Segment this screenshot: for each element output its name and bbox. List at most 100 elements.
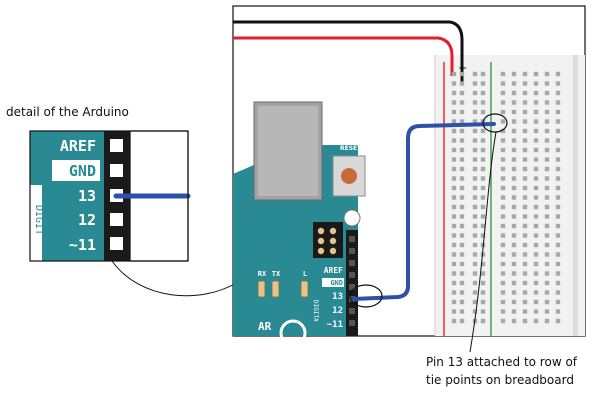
tie-point-hole (480, 271, 486, 276)
tie-point-hole (500, 90, 506, 96)
tie-point-hole (451, 166, 457, 172)
tie-point-hole (533, 318, 539, 324)
tie-point-hole (480, 233, 486, 238)
tie-point-hole (533, 119, 539, 124)
tie-point-hole (533, 109, 539, 115)
icsp-pin (317, 247, 325, 255)
tie-point-hole (533, 185, 539, 191)
detail-pin-hole (110, 237, 123, 250)
tie-point-hole (451, 252, 457, 257)
tie-point-hole (472, 147, 478, 153)
tie-point-hole (544, 242, 550, 248)
tie-point-hole (500, 242, 506, 248)
tie-point-hole (544, 81, 550, 86)
tie-point-hole (480, 204, 486, 210)
tie-point-hole (472, 242, 478, 248)
black-wire (233, 20, 464, 82)
tie-point-hole (511, 185, 517, 191)
tie-point-hole (555, 109, 561, 115)
tie-point-hole (459, 223, 465, 229)
tie-point-hole (480, 90, 486, 96)
tie-point-hole (480, 176, 486, 181)
tie-point-hole (451, 119, 457, 124)
tiepoint-callout-circle (482, 113, 508, 133)
tie-point-hole (533, 242, 539, 248)
tie-point-hole (500, 109, 506, 115)
led-rx (257, 280, 266, 298)
tie-point-hole (480, 166, 486, 172)
tie-point-hole (451, 138, 457, 143)
tie-point-hole (544, 71, 550, 77)
tie-point-hole (500, 252, 506, 257)
tie-point-hole (500, 261, 506, 267)
tie-point-hole (480, 100, 486, 105)
detail-caption: detail of the Arduino (6, 105, 129, 119)
tie-point-hole (533, 233, 539, 238)
board-pin-hole (349, 284, 355, 290)
tie-point-hole (544, 233, 550, 238)
tie-point-hole (451, 100, 457, 105)
tie-point-hole (544, 138, 550, 143)
tie-point-hole (555, 233, 561, 238)
tie-point-hole (472, 71, 478, 77)
tie-point-hole (472, 176, 478, 181)
tie-point-hole (511, 109, 517, 115)
tie-point-hole (500, 100, 506, 105)
board-side-label: DIGITA (312, 300, 319, 322)
led-label-rx: RX (258, 270, 267, 278)
tie-point-hole (522, 309, 528, 314)
tie-point-hole (459, 280, 465, 286)
icsp-pin (329, 227, 337, 235)
tie-point-hole (500, 128, 506, 134)
board-logo-text: AR (258, 320, 272, 333)
tie-point-hole (472, 309, 478, 314)
detail-pin-gnd: GND (69, 162, 96, 180)
tie-point-hole (533, 81, 539, 86)
tie-point-hole (500, 119, 506, 124)
led-l (300, 280, 309, 298)
tie-point-hole (500, 280, 506, 286)
tie-point-hole (544, 271, 550, 276)
tie-point-hole (555, 271, 561, 276)
tie-point-hole (472, 204, 478, 210)
tie-point-hole (500, 214, 506, 219)
tie-point-hole (522, 271, 528, 276)
tie-point-hole (511, 138, 517, 143)
pin13-callout-circle (349, 284, 383, 308)
tie-point-hole (472, 195, 478, 200)
tie-point-hole (555, 223, 561, 229)
tie-point-hole (522, 157, 528, 162)
tie-point-hole (472, 100, 478, 105)
tie-point-hole (459, 176, 465, 181)
tie-point-hole (555, 166, 561, 172)
tie-point-hole (511, 299, 517, 305)
tie-point-hole (480, 214, 486, 219)
tie-point-hole (555, 252, 561, 257)
icsp-pin (317, 237, 325, 245)
tie-point-hole (480, 318, 486, 324)
tie-point-hole (451, 204, 457, 210)
tie-point-hole (533, 166, 539, 172)
tie-point-hole (544, 176, 550, 181)
tie-point-hole (451, 271, 457, 276)
tie-point-hole (480, 138, 486, 143)
tie-point-hole (472, 128, 478, 134)
tie-point-hole (472, 280, 478, 286)
tie-point-hole (480, 309, 486, 314)
annotation-line-2: tie points on breadboard (426, 373, 574, 387)
tie-point-hole (533, 71, 539, 77)
detail-pin-11: ~11 (69, 236, 96, 254)
tie-point-hole (555, 100, 561, 105)
tie-point-hole (459, 100, 465, 105)
tie-point-hole (544, 100, 550, 105)
tie-point-hole (544, 252, 550, 257)
tie-point-hole (555, 195, 561, 200)
tie-point-hole (500, 185, 506, 191)
tie-point-hole (511, 119, 517, 124)
board-pin-aref: AREF (324, 266, 343, 275)
tie-point-hole (544, 290, 550, 295)
tie-point-hole (500, 157, 506, 162)
tie-point-hole (500, 299, 506, 305)
tie-point-hole (555, 204, 561, 210)
tie-point-hole (522, 176, 528, 181)
